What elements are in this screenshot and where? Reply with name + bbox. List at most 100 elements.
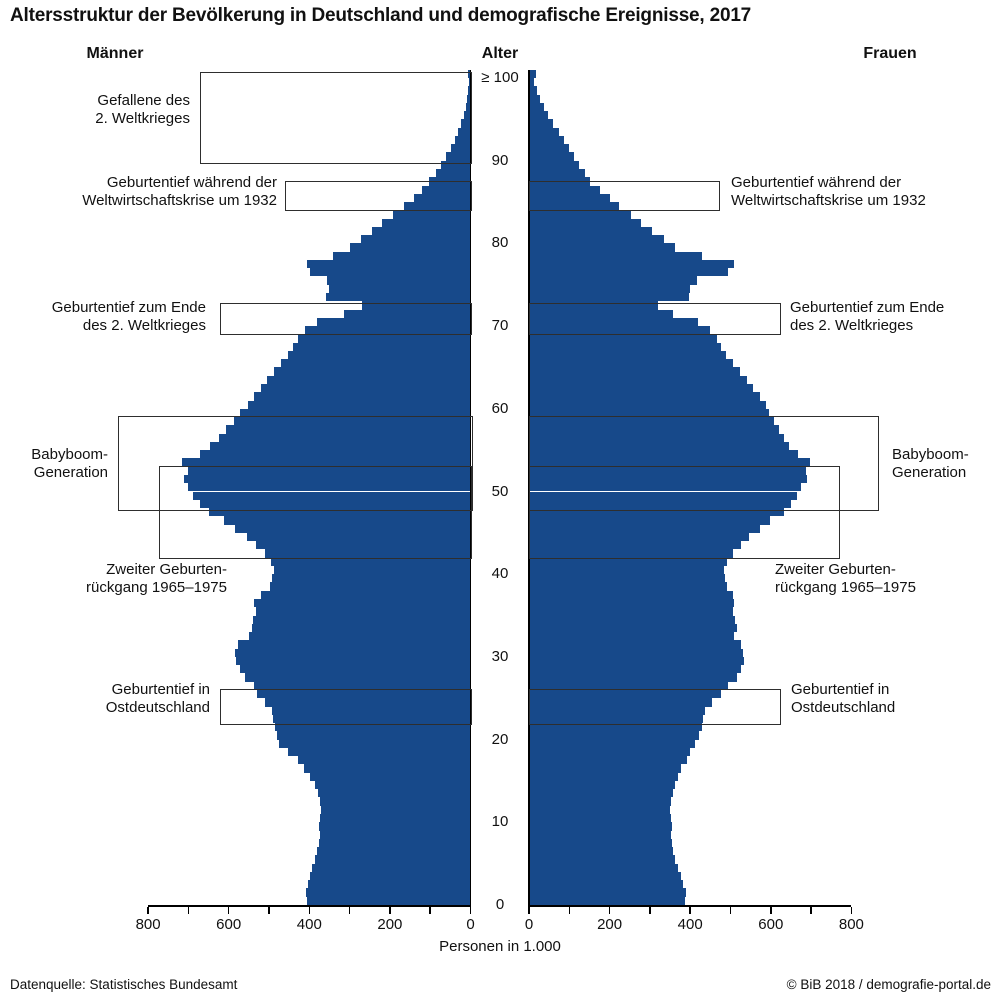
pyramid-bar-women-age-31 (529, 640, 741, 649)
pyramid-bar-men-age-67 (292, 342, 471, 351)
pyramid-bar-men-age-88 (435, 168, 471, 178)
x-axis-ticklabel-men-600: 600 (216, 916, 242, 933)
pyramid-bar-men-age-16 (304, 764, 471, 773)
pyramid-bar-men-age-89 (441, 160, 471, 169)
pyramid-bar-men-age-4 (312, 863, 471, 872)
pyramid-bar-men-age-55 (209, 441, 471, 451)
pyramid-bar-men-age-11 (320, 805, 471, 815)
age-ticklabel-30: 30 (491, 647, 509, 665)
age-ticklabel-100plus: ≥ 100 (481, 69, 519, 86)
pyramid-bar-women-age-79 (529, 243, 676, 252)
pyramid-bar-men-age-51 (184, 474, 471, 484)
pyramid-bar-men-age-0 (307, 896, 471, 905)
pyramid-bar-men-age-59 (240, 408, 471, 418)
header-men: Männer (86, 45, 144, 62)
x-axis-tick-men-400 (308, 906, 311, 914)
pyramid-bar-men-age-5 (315, 855, 471, 864)
pyramid-bar-women-age-47 (529, 508, 784, 517)
pyramid-bar-men-age-65 (281, 359, 471, 368)
x-axis-ticklabel-women-0: 0 (524, 916, 534, 933)
pyramid-bar-women-age-2 (529, 880, 683, 889)
pyramid-bar-women-age-55 (529, 441, 789, 451)
pyramid-bar-men-age-10 (319, 814, 471, 823)
pyramid-bar-women-age-5 (529, 855, 675, 864)
pyramid-bar-women-age-72 (529, 301, 658, 310)
annotation-box-babyboom-right (529, 416, 879, 511)
pyramid-bar-women-age-82 (529, 218, 642, 227)
annotation-box-babyboom-left (117, 416, 473, 511)
age-ticklabel-40: 40 (491, 565, 509, 583)
annotation-label-zweiter-geburtenrueckgang-left: Zweiter Geburten- rückgang 1965–1975 (86, 561, 227, 596)
pyramid-bar-men-age-15 (310, 772, 471, 781)
pyramid-bar-men-age-84 (404, 202, 471, 211)
pyramid-bar-women-age-19 (529, 739, 696, 748)
age-ticklabel-0: 0 (495, 896, 505, 913)
pyramid-bar-women-age-9 (529, 822, 673, 831)
pyramid-bar-men-age-85 (413, 193, 471, 203)
pyramid-bar-men-age-39 (272, 574, 471, 583)
pyramid-bar-men-age-83 (393, 210, 471, 219)
x-axis-tick-women-800 (850, 906, 853, 914)
annotation-label-gefallene-ww2-left: Gefallene des 2. Weltkrieges (95, 92, 190, 127)
age-ticklabel-90: 90 (491, 151, 509, 169)
pyramid-bar-men-age-52 (188, 466, 471, 475)
copyright-note: © BiB 2018 / demografie-portal.de (786, 977, 991, 992)
pyramid-bar-women-age-23 (529, 706, 706, 715)
pyramid-bar-men-age-78 (333, 251, 471, 260)
pyramid-bar-women-age-83 (529, 210, 631, 219)
pyramid-bar-men-age-60 (247, 400, 471, 409)
pyramid-bar-men-age-37 (260, 590, 471, 599)
pyramid-bar-women-age-40 (529, 565, 725, 575)
pyramid-bar-women-age-70 (529, 317, 699, 327)
pyramid-bar-women-age-52 (529, 466, 807, 475)
pyramid-bar-women-age-21 (529, 723, 702, 732)
pyramid-bar-women-age-43 (529, 541, 741, 550)
annotation-label-geburtentief-1932-right: Geburtentief während der Weltwirtschafts… (731, 174, 926, 209)
pyramid-bar-women-age-1 (529, 888, 686, 897)
chart-title: Altersstruktur der Bevölkerung in Deutsc… (10, 5, 752, 26)
axis-zero-line-men (469, 69, 472, 907)
pyramid-bar-women-age-25 (529, 689, 722, 699)
pyramid-bar-men-age-91 (451, 144, 471, 153)
pyramid-bar-women-age-24 (529, 698, 713, 707)
annotation-box-geburtentief-ost-left (219, 689, 473, 726)
x-axis-tick-women-700 (810, 906, 812, 914)
pyramid-bar-men-age-29 (235, 656, 471, 666)
x-axis-ticklabel-men-800: 800 (135, 916, 161, 933)
pyramid-bar-women-age-65 (529, 359, 733, 368)
annotation-label-babyboom-right: Babyboom- Generation (892, 446, 969, 481)
pyramid-bar-men-age-50 (188, 483, 471, 492)
annotation-box-gefallene-ww2-left (199, 72, 473, 165)
pyramid-bar-men-age-7 (318, 838, 471, 848)
pyramid-bar-women-age-0 (529, 896, 685, 905)
pyramid-bar-men-age-81 (372, 226, 471, 236)
pyramid-bar-women-age-44 (529, 532, 749, 542)
pyramid-bar-men-age-70 (316, 317, 471, 327)
pyramid-bar-men-age-100 (468, 69, 471, 78)
pyramid-bar-women-age-74 (529, 284, 691, 294)
pyramid-bar-men-age-3 (310, 871, 471, 881)
pyramid-bar-men-age-66 (288, 350, 471, 360)
annotation-label-geburtentief-1932-left: Geburtentief während der Weltwirtschafts… (82, 174, 277, 209)
pyramid-bar-women-age-48 (529, 499, 792, 509)
pyramid-bar-men-age-93 (458, 127, 471, 136)
pyramid-bar-women-age-28 (529, 665, 741, 674)
header-age-axis: Alter (481, 45, 519, 62)
pyramid-bar-women-age-49 (529, 491, 797, 500)
pyramid-bar-men-age-68 (298, 334, 471, 343)
pyramid-bar-men-age-86 (422, 185, 471, 194)
pyramid-bar-women-age-39 (529, 574, 726, 583)
annotation-box-geburtentief-1932-right (529, 180, 720, 211)
pyramid-bar-women-age-95 (529, 111, 549, 120)
x-axis-ticklabel-women-200: 200 (597, 916, 623, 933)
pyramid-bar-men-age-92 (455, 135, 471, 145)
pyramid-bar-men-age-61 (254, 392, 471, 401)
pyramid-bar-men-age-38 (269, 582, 471, 591)
pyramid-bar-women-age-98 (529, 86, 538, 95)
pyramid-bar-women-age-8 (529, 830, 671, 839)
pyramid-bar-men-age-34 (253, 615, 471, 624)
pyramid-bar-men-age-75 (327, 276, 471, 285)
pyramid-bar-women-age-85 (529, 193, 610, 203)
x-axis-tick-men-500 (268, 906, 270, 914)
pyramid-bar-men-age-27 (244, 673, 471, 682)
